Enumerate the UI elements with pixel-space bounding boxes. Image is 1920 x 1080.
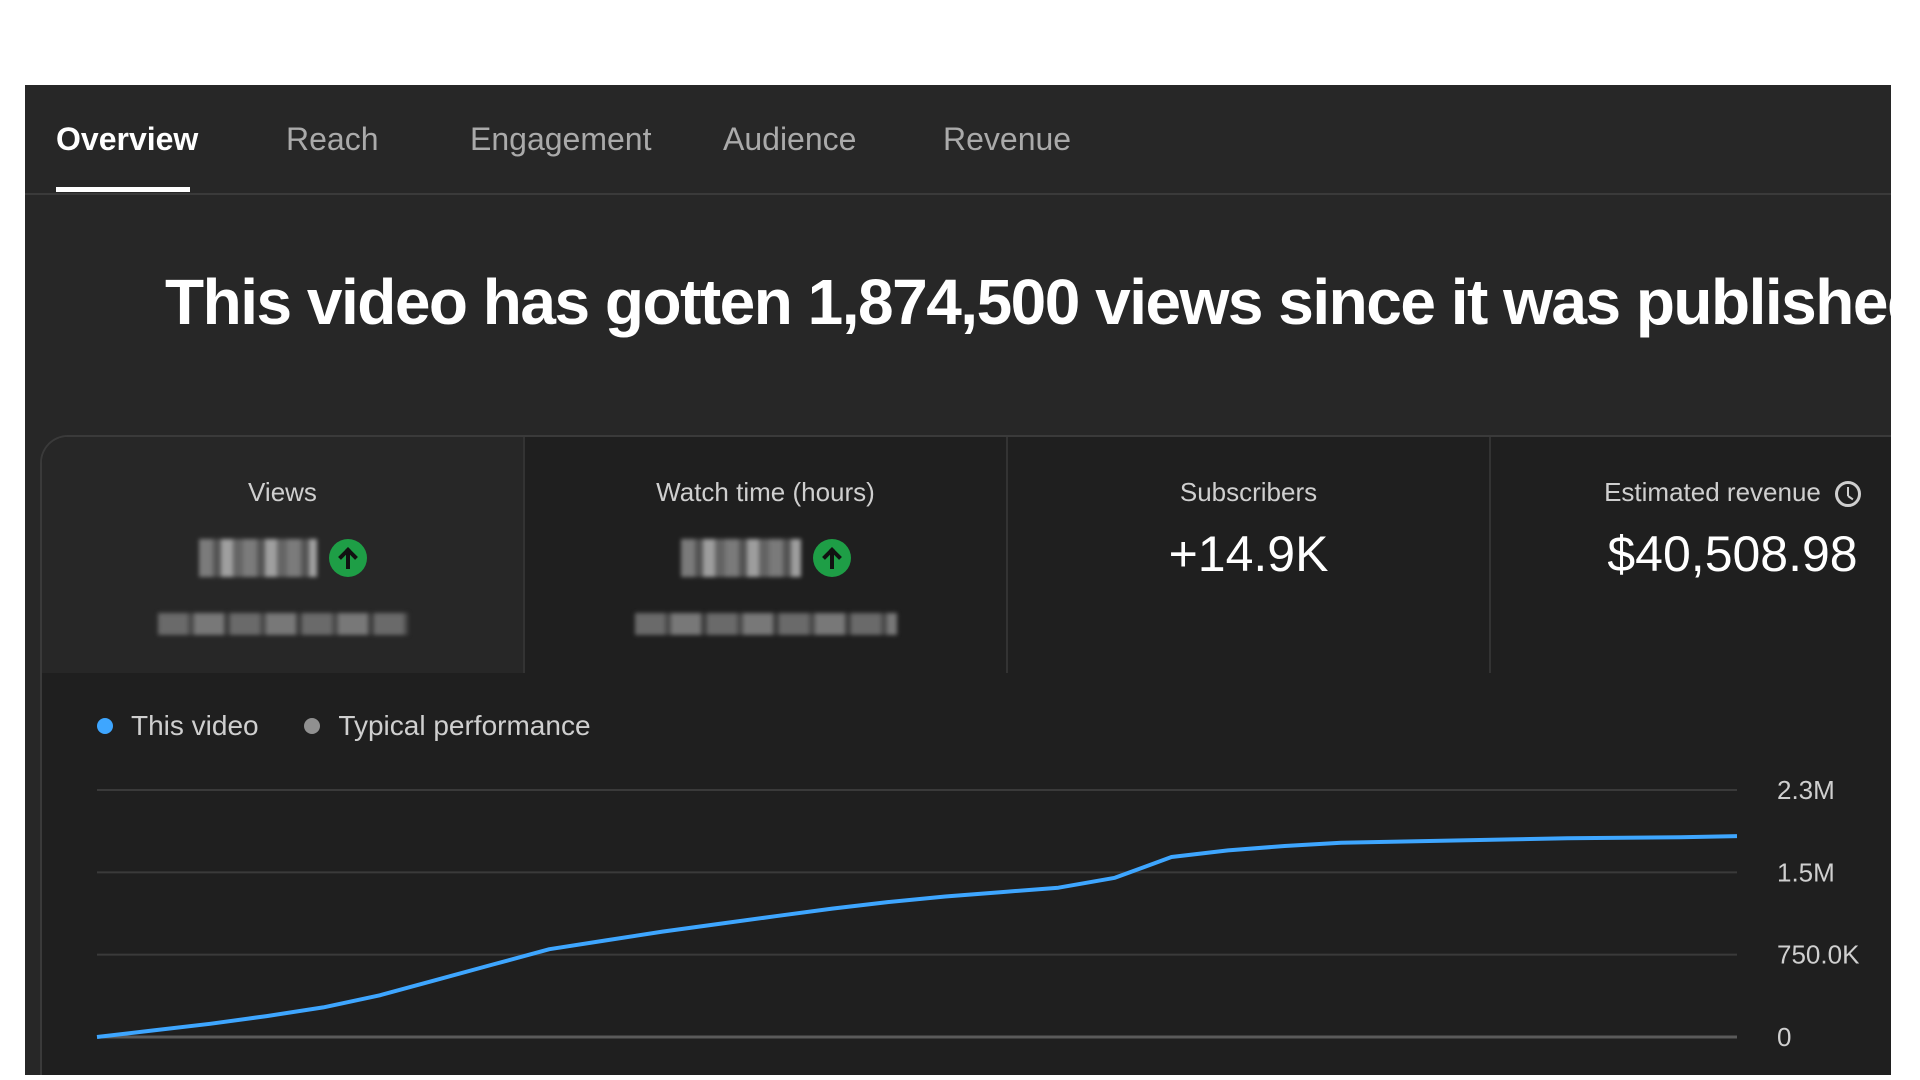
metric-label: Subscribers	[1179, 477, 1318, 507]
trend-up-icon	[328, 538, 367, 577]
y-tick-label: 1.5M	[1777, 857, 1835, 887]
y-tick-label: 2.3M	[1777, 775, 1835, 805]
metric-label-text: Estimated revenue	[1604, 477, 1821, 507]
chart-legend: This video Typical performance	[97, 709, 629, 742]
tab-bar: Overview Reach Engagement Audience Reven…	[25, 85, 1891, 195]
metric-label: Views	[248, 477, 317, 507]
tab-revenue[interactable]: Revenue	[943, 121, 1072, 157]
trend-up-icon	[812, 538, 851, 577]
metric-subscribers[interactable]: Subscribers +14.9K	[1008, 437, 1491, 673]
metrics-card: Views Watch time (hours) Subscribers +14…	[40, 435, 1891, 1075]
clock-icon[interactable]	[1834, 481, 1861, 508]
metric-value: $40,508.98	[1607, 526, 1858, 582]
legend-label: Typical performance	[338, 710, 591, 741]
legend-item-typical-performance[interactable]: Typical performance	[304, 710, 591, 742]
active-tab-indicator	[56, 187, 190, 192]
obscured-value	[198, 538, 317, 577]
y-tick-label: 0	[1777, 1022, 1791, 1052]
metric-value	[42, 525, 523, 583]
tab-reach[interactable]: Reach	[286, 121, 379, 157]
metric-label: Watch time (hours)	[656, 477, 875, 507]
y-tick-label: 750.0K	[1777, 940, 1860, 970]
tab-overview[interactable]: Overview	[56, 121, 199, 157]
metric-value	[525, 525, 1006, 583]
analytics-panel: Overview Reach Engagement Audience Reven…	[25, 85, 1891, 1075]
metric-label: Estimated revenue	[1491, 477, 1891, 508]
metric-estimated-revenue[interactable]: Estimated revenue $40,508.98	[1491, 437, 1891, 673]
obscured-subtext	[157, 613, 408, 635]
legend-item-this-video[interactable]: This video	[97, 710, 259, 742]
legend-dot	[97, 718, 113, 734]
obscured-value	[680, 538, 801, 577]
metric-watch-time[interactable]: Watch time (hours)	[525, 437, 1008, 673]
page-headline: This video has gotten 1,874,500 views si…	[165, 266, 1891, 338]
legend-dot	[304, 718, 321, 734]
tab-engagement[interactable]: Engagement	[470, 121, 652, 157]
legend-label: This video	[131, 710, 259, 741]
metric-views[interactable]: Views	[42, 437, 525, 673]
metric-value: +14.9K	[1168, 526, 1329, 582]
tab-audience[interactable]: Audience	[723, 121, 857, 157]
views-chart[interactable]: 0 750.0K 1.5M 2.3M	[42, 437, 1891, 1075]
obscured-subtext	[634, 613, 897, 635]
series-line-this-video[interactable]	[96, 834, 1738, 1039]
